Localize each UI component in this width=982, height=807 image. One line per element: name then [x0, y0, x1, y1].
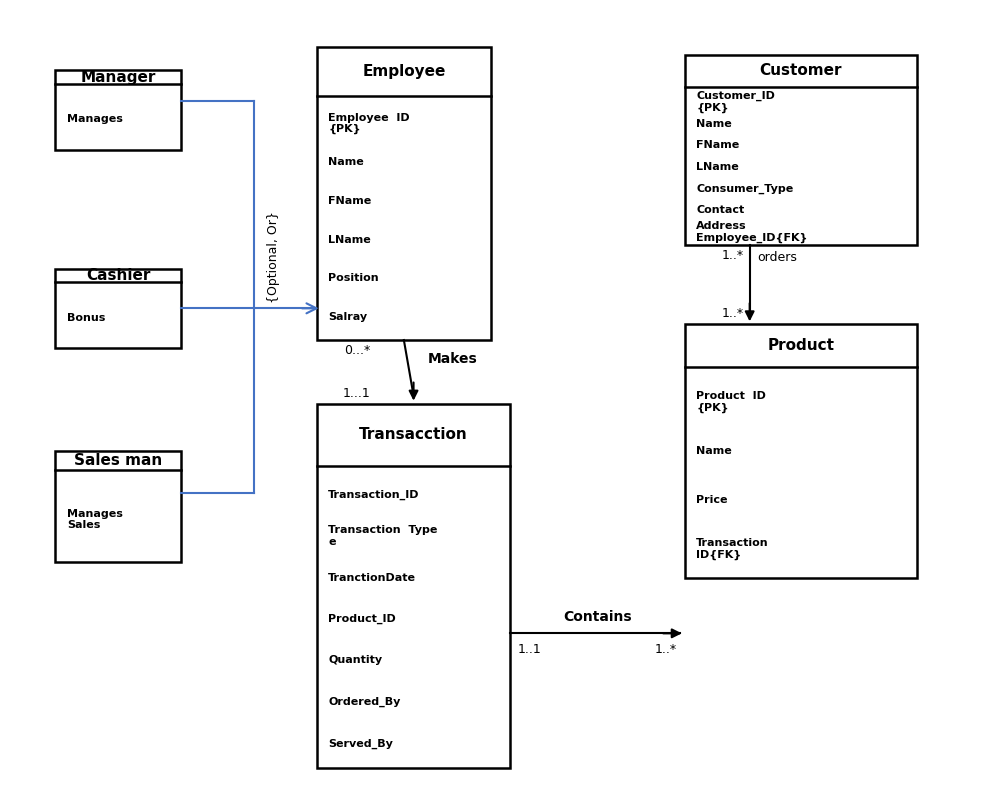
Text: Transaction  Type
e: Transaction Type e: [328, 525, 438, 547]
Text: Transacction: Transacction: [359, 427, 468, 442]
Text: FName: FName: [328, 196, 371, 206]
Text: Employee: Employee: [362, 64, 446, 79]
Text: {Optional, Or}: {Optional, Or}: [267, 211, 280, 303]
Bar: [317, 404, 511, 768]
Text: Address
Employee_ID{FK}: Address Employee_ID{FK}: [696, 221, 808, 243]
Text: FName: FName: [696, 140, 739, 150]
Text: Price: Price: [696, 495, 728, 504]
Text: Sales man: Sales man: [75, 453, 162, 468]
Text: Product: Product: [767, 338, 835, 353]
Text: Ordered_By: Ordered_By: [328, 696, 401, 707]
Text: Served_By: Served_By: [328, 738, 393, 749]
Text: 1..1: 1..1: [518, 643, 542, 656]
Bar: [55, 269, 182, 348]
Text: Product  ID
{PK}: Product ID {PK}: [696, 391, 766, 412]
Text: 1..*: 1..*: [722, 307, 744, 320]
Bar: [317, 47, 491, 340]
Text: Customer_ID
{PK}: Customer_ID {PK}: [696, 91, 775, 113]
Text: Name: Name: [696, 119, 732, 128]
Text: 1...1: 1...1: [343, 387, 370, 399]
Text: Bonus: Bonus: [67, 312, 105, 323]
Text: Contains: Contains: [564, 610, 631, 624]
Text: Cashier: Cashier: [86, 268, 150, 283]
Bar: [55, 70, 182, 150]
Text: Name: Name: [328, 157, 364, 167]
Text: 1..*: 1..*: [655, 643, 677, 656]
Text: Manager: Manager: [81, 69, 156, 85]
Text: Quantity: Quantity: [328, 655, 382, 666]
Text: LName: LName: [696, 162, 739, 172]
Text: Makes: Makes: [428, 352, 478, 366]
Text: Name: Name: [696, 445, 732, 456]
Text: LName: LName: [328, 235, 371, 245]
Text: Customer: Customer: [759, 63, 842, 78]
Bar: [684, 55, 917, 245]
Bar: [684, 324, 917, 578]
Bar: [55, 451, 182, 562]
Text: Manages
Sales: Manages Sales: [67, 508, 123, 530]
Text: Employee  ID
{PK}: Employee ID {PK}: [328, 113, 409, 135]
Text: TranctionDate: TranctionDate: [328, 572, 416, 583]
Text: Contact: Contact: [696, 205, 744, 215]
Text: Salray: Salray: [328, 312, 367, 322]
Text: 0...*: 0...*: [344, 344, 370, 357]
Text: Product_ID: Product_ID: [328, 614, 396, 624]
Text: 1..*: 1..*: [722, 249, 744, 261]
Text: Consumer_Type: Consumer_Type: [696, 183, 793, 194]
Text: Position: Position: [328, 274, 379, 283]
Text: orders: orders: [757, 251, 797, 264]
Text: Manages: Manages: [67, 115, 123, 124]
Text: Transaction_ID: Transaction_ID: [328, 489, 420, 500]
Text: Transaction
ID{FK}: Transaction ID{FK}: [696, 537, 769, 559]
